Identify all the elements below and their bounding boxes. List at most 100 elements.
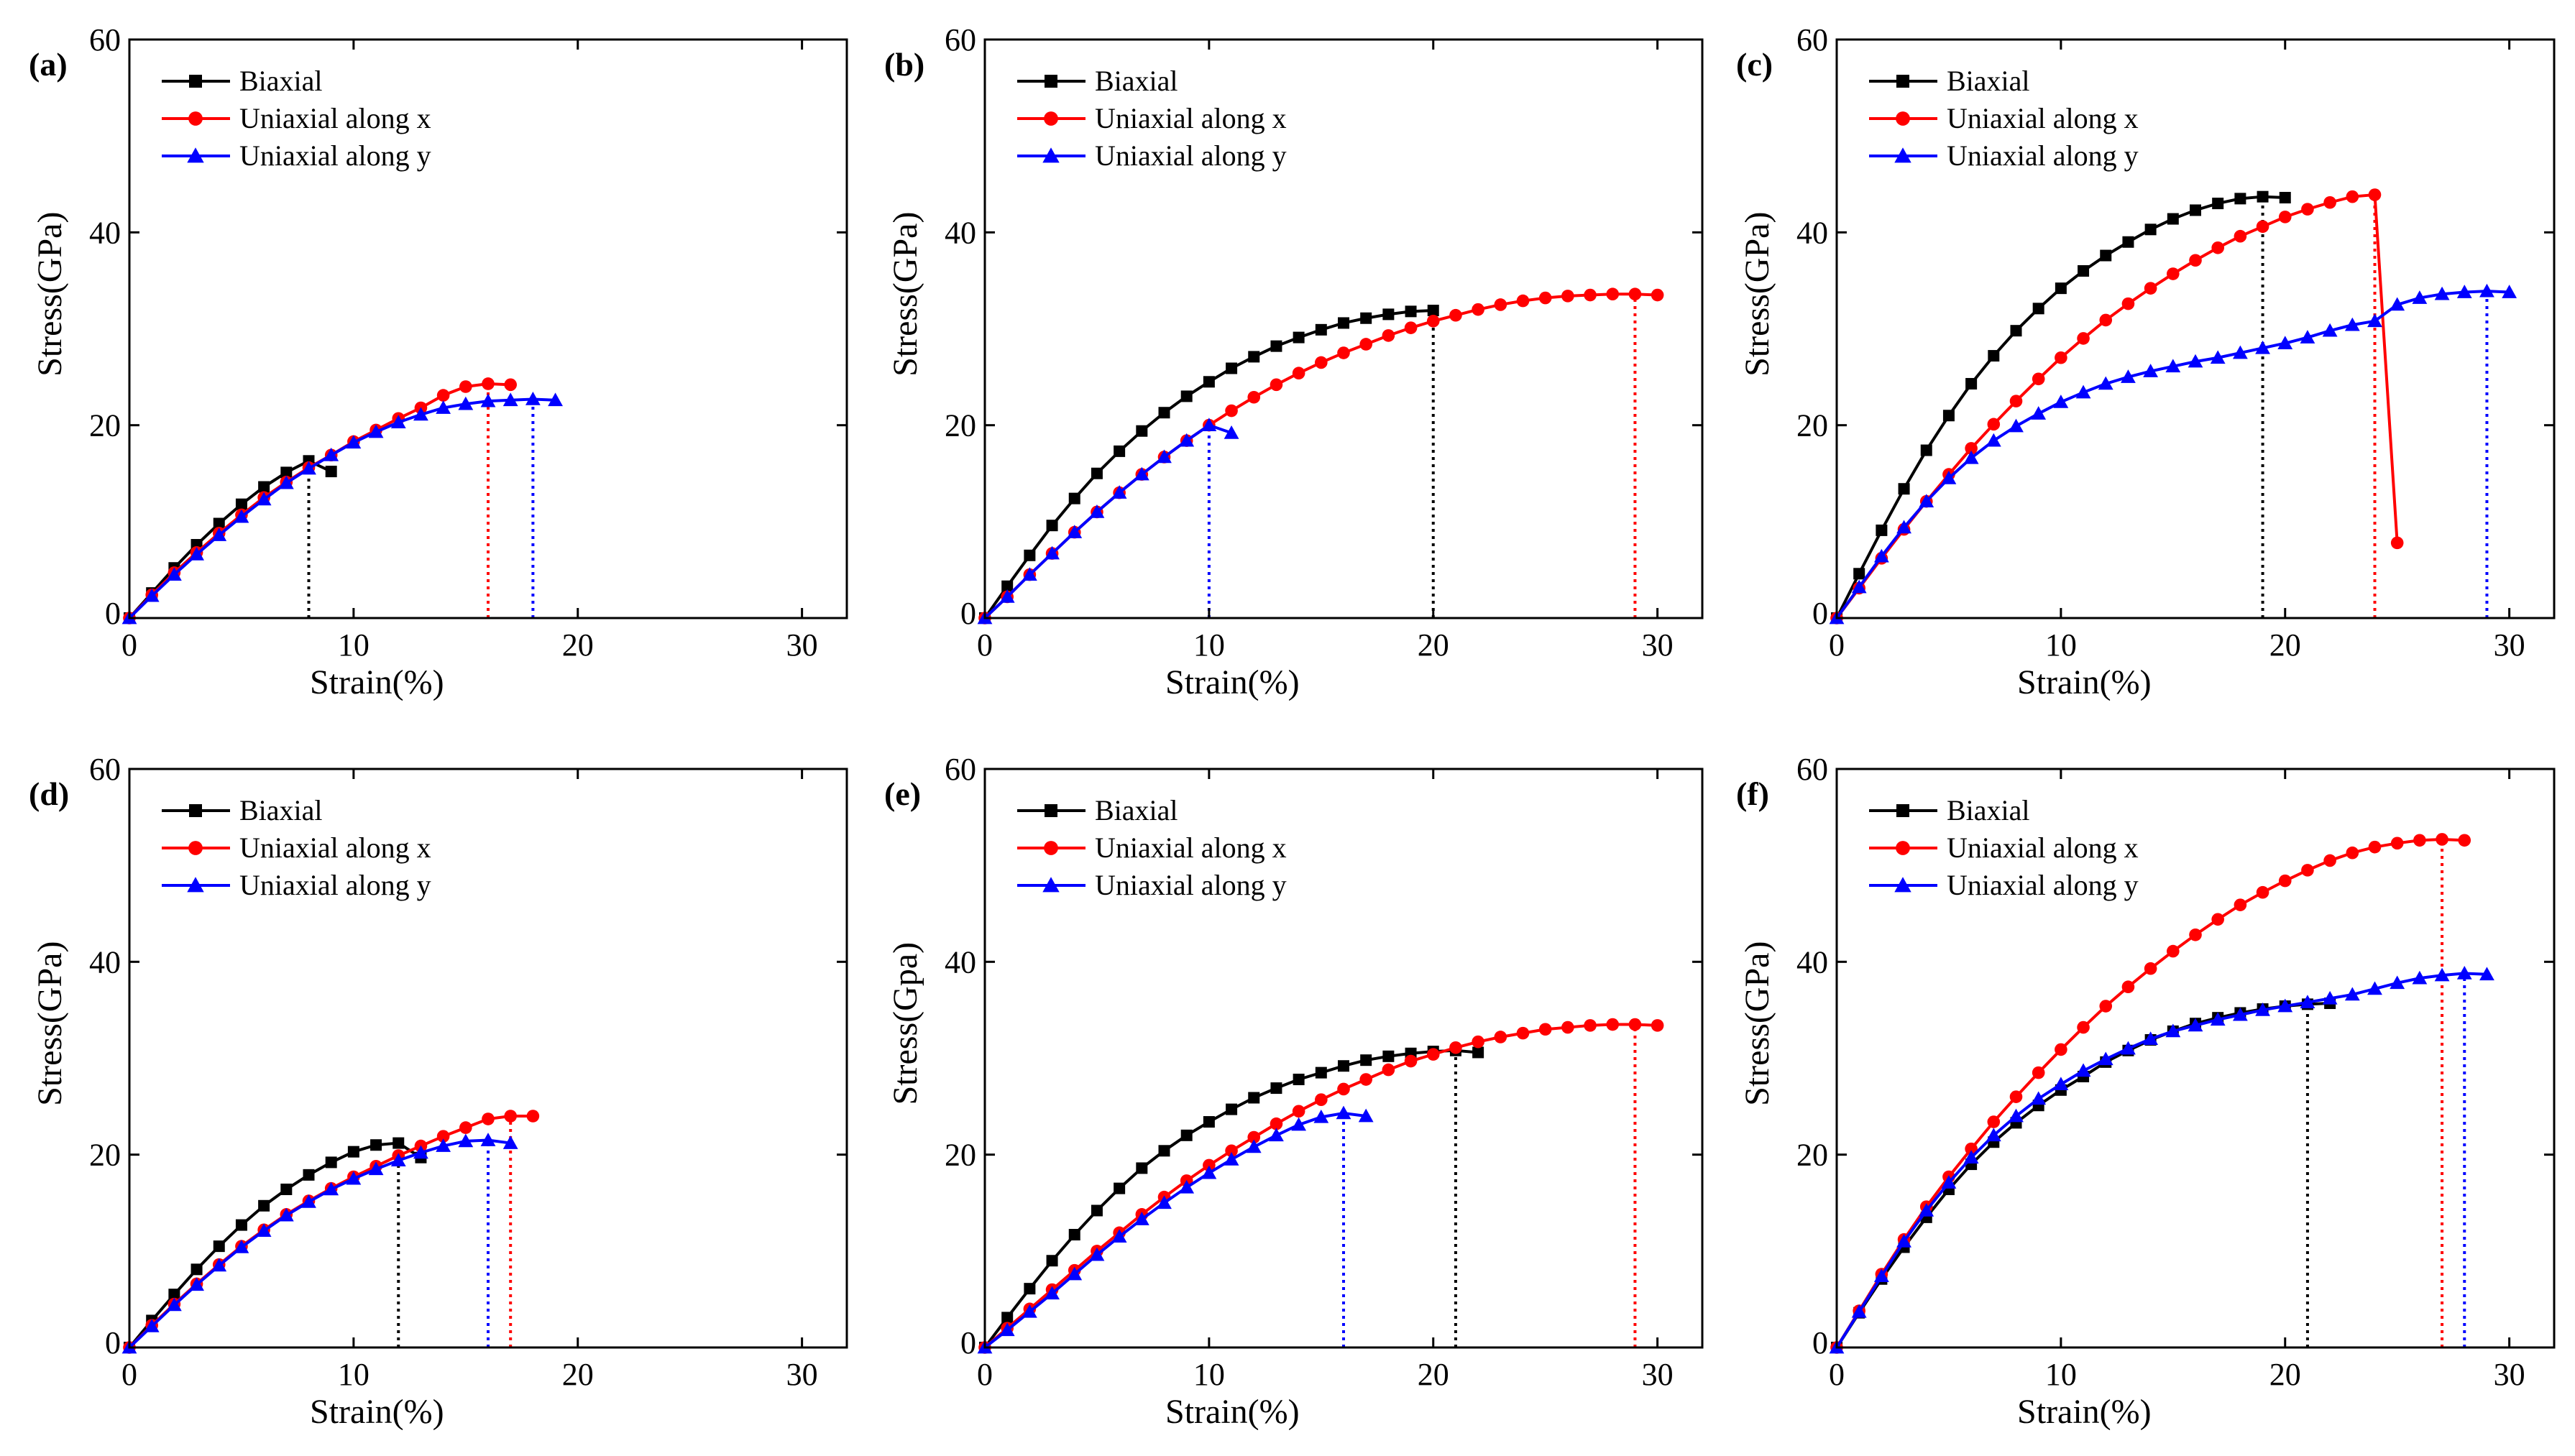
plot-frame	[128, 38, 848, 619]
data-point-triangle	[2502, 285, 2517, 298]
data-point-square	[1338, 1060, 1349, 1072]
data-point-triangle	[211, 1258, 227, 1272]
data-point-triangle	[2434, 286, 2450, 300]
y-tick-label: 20	[945, 408, 976, 443]
data-point-triangle	[502, 1135, 518, 1149]
data-point-triangle	[390, 1153, 406, 1167]
data-point-circle	[2055, 351, 2067, 364]
panel-label: (a)	[29, 46, 68, 83]
data-point-circle	[1965, 442, 1978, 455]
data-point-triangle	[2165, 1023, 2181, 1038]
data-point-circle	[1561, 1020, 1574, 1034]
data-point-square	[1180, 1129, 1193, 1141]
legend-label-biaxial: Biaxial	[1947, 65, 2030, 97]
x-tick-label: 20	[562, 627, 594, 663]
x-tick-label: 20	[2269, 1357, 2301, 1392]
x-tick-label: 30	[786, 627, 818, 663]
data-point-circle	[2301, 864, 2314, 877]
series-x	[123, 377, 517, 625]
series-line-y	[1835, 290, 2510, 619]
data-point-square	[213, 1240, 225, 1253]
x-tick-label: 20	[562, 1357, 594, 1392]
x-axis-label: Strain(%)	[1165, 1393, 1300, 1431]
series-x	[978, 287, 1664, 625]
data-point-circle	[2189, 254, 2202, 267]
data-point-circle	[1896, 111, 1910, 126]
data-point-triangle	[1089, 1247, 1105, 1261]
y-tick-label: 40	[1796, 944, 1828, 980]
y-axis-label: Stress(GPa)	[31, 212, 69, 377]
data-point-triangle	[323, 1181, 339, 1196]
data-point-triangle	[1045, 545, 1060, 560]
data-point-circle	[1426, 1048, 1440, 1061]
x-tick-label: 0	[977, 1357, 993, 1392]
data-point-circle	[1426, 314, 1440, 328]
data-point-circle	[504, 378, 517, 392]
data-point-circle	[1404, 321, 1418, 334]
data-point-circle	[188, 841, 203, 855]
data-point-triangle	[1224, 1151, 1239, 1166]
data-point-triangle	[1986, 433, 2001, 447]
data-point-triangle	[2367, 313, 2382, 328]
y-axis-label: Stress(GPa)	[1738, 941, 1776, 1106]
y-tick-label: 20	[945, 1138, 976, 1173]
legend: Biaxial Uniaxial along x Uniaxial along y	[162, 794, 431, 901]
plot-frame	[1835, 38, 2556, 619]
data-point-circle	[2436, 833, 2448, 846]
data-point-circle	[2144, 962, 2157, 975]
data-point-circle	[1292, 1105, 1305, 1118]
y-tick-label: 60	[89, 22, 121, 57]
data-point-triangle	[1358, 1108, 1374, 1123]
data-point-triangle	[1313, 1109, 1329, 1123]
data-point-square	[1427, 305, 1439, 317]
data-point-square	[191, 1263, 203, 1276]
y-tick-label: 0	[960, 596, 976, 631]
data-point-square	[1158, 1145, 1170, 1157]
data-point-square	[347, 1146, 359, 1158]
series-y	[977, 418, 1239, 625]
data-point-square	[1091, 1204, 1103, 1217]
data-point-triangle	[278, 475, 294, 489]
data-point-triangle	[2143, 1031, 2159, 1045]
y-axis-label: Stress(Gpa)	[886, 942, 924, 1105]
data-point-circle	[2032, 1066, 2045, 1079]
data-point-triangle	[1022, 567, 1037, 581]
data-point-circle	[2009, 395, 2023, 407]
legend-label-y: Uniaxial along y	[1947, 139, 2139, 172]
data-point-triangle	[1224, 425, 1239, 439]
data-point-circle	[1315, 356, 1328, 369]
data-point-triangle	[346, 1171, 362, 1185]
data-point-triangle	[390, 415, 406, 428]
data-point-triangle	[2412, 290, 2428, 304]
data-point-square	[1114, 445, 1126, 457]
data-point-square	[1158, 407, 1170, 419]
series-line-x	[1835, 193, 2399, 619]
data-point-circle	[2009, 1090, 2023, 1103]
data-point-circle	[2368, 188, 2382, 201]
data-point-triangle	[1896, 1234, 1911, 1248]
data-point-triangle	[2009, 1108, 2024, 1123]
data-point-triangle	[525, 392, 541, 405]
data-point-circle	[2368, 840, 2382, 854]
data-point-triangle	[2322, 990, 2338, 1005]
data-point-circle	[1337, 346, 1350, 359]
data-point-circle	[2099, 313, 2113, 327]
data-point-triangle	[1963, 450, 1979, 464]
data-point-triangle	[436, 1138, 451, 1152]
data-point-square	[1001, 1312, 1014, 1324]
data-point-triangle	[211, 527, 227, 541]
data-point-square	[1382, 308, 1395, 321]
data-point-square	[2055, 282, 2067, 295]
data-point-square	[189, 75, 202, 88]
data-point-circle	[1628, 1018, 1642, 1031]
data-point-square	[1360, 312, 1372, 324]
x-tick-label: 30	[2494, 1357, 2525, 1392]
data-point-square	[1360, 1054, 1372, 1066]
data-point-triangle	[458, 396, 474, 410]
series-y	[121, 392, 563, 625]
data-point-circle	[1203, 1158, 1216, 1172]
series-line-x	[128, 1115, 533, 1349]
data-point-square	[1091, 467, 1103, 479]
data-point-triangle	[2367, 981, 2382, 995]
data-point-circle	[2144, 282, 2157, 295]
